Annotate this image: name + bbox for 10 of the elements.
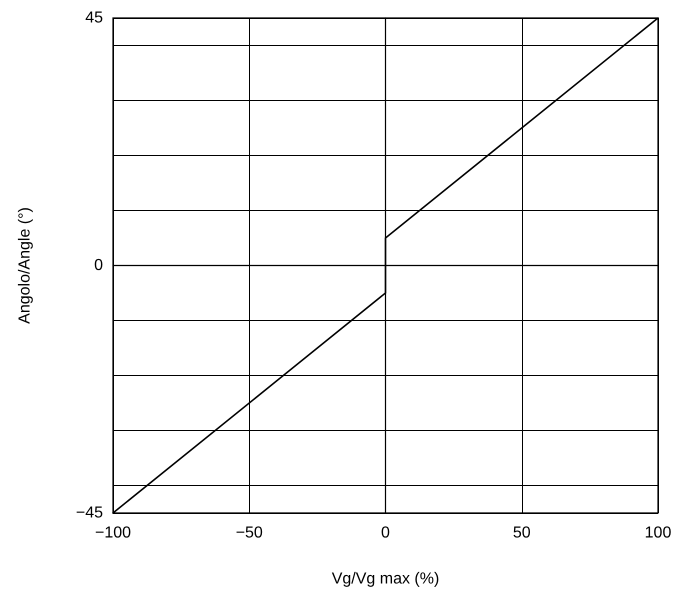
x-axis-title: Vg/Vg max (%): [332, 570, 440, 588]
y-tick-label: −45: [76, 504, 104, 522]
x-tick-label: −50: [236, 524, 263, 542]
x-tick-label: −100: [94, 524, 132, 542]
x-tick-label: 50: [512, 524, 531, 542]
y-tick-label: 0: [94, 257, 104, 274]
x-tick-label: 0: [381, 524, 390, 542]
y-tick-label: 45: [85, 10, 104, 26]
y-axis-title: Angolo/Angle (°): [16, 207, 34, 324]
x-tick-label: 100: [644, 524, 672, 542]
